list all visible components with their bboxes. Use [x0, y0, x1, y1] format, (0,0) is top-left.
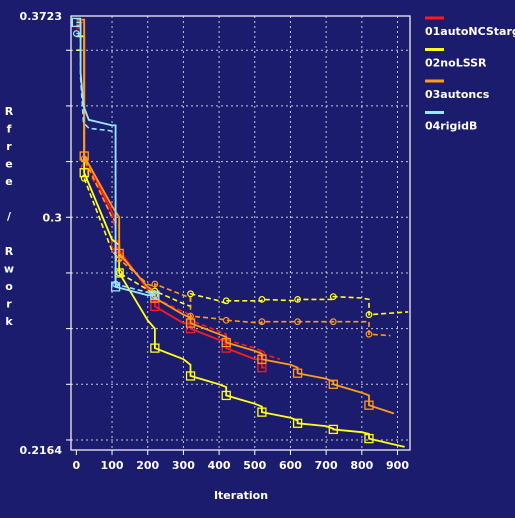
x-tick-label: 500 [243, 459, 266, 472]
legend-label: 01autoNCStarg [425, 25, 515, 38]
y-axis-label-char: e [5, 158, 12, 171]
x-tick-label: 700 [315, 459, 338, 472]
x-tick-label: 0 [73, 459, 81, 472]
rwork-marker [365, 311, 373, 319]
rfree-marker [328, 379, 338, 389]
y-axis-label-char: w [4, 263, 14, 276]
y-tick-label: 0.3723 [20, 10, 62, 23]
rwork-marker [222, 297, 230, 305]
series-lines [71, 17, 409, 448]
rwork-marker [151, 291, 159, 299]
rfree-marker [292, 418, 303, 428]
legend-label: 02noLSSR [425, 57, 487, 70]
rfree-marker [221, 390, 231, 401]
y-tick-label: 0.3 [43, 211, 63, 224]
rwork-marker [112, 280, 120, 288]
rwork-marker [258, 295, 266, 303]
rfree-marker [257, 407, 267, 417]
rwork-marker [187, 290, 194, 298]
rwork-marker [365, 330, 373, 338]
rfree-marker [79, 151, 89, 161]
y-tick-label: 0.2164 [20, 444, 63, 457]
rfree-marker [150, 290, 160, 300]
rfree-marker [110, 282, 121, 292]
x-tick-label: 400 [208, 459, 231, 472]
y-axis-label-char: R [5, 245, 14, 258]
x-axis-label: Iteration [214, 489, 268, 502]
rfree-marker [185, 318, 196, 328]
series-rfree-line [76, 35, 405, 448]
rfree-marker [185, 371, 196, 381]
legend-label: 04rigidB [425, 120, 477, 133]
x-tick-label: 800 [350, 459, 373, 472]
y-axis-label-char: r [6, 140, 12, 153]
x-tick-label: 900 [386, 459, 409, 472]
rfree-marker [79, 168, 89, 178]
legend: 01autoNCStarg 02noLSSR 03autoncs 04rigidB [425, 16, 515, 133]
series-rfree-line [76, 18, 395, 415]
rwork-marker [80, 174, 88, 182]
rwork-marker [294, 295, 301, 303]
rwork-marker [294, 318, 301, 326]
rwork-marker [151, 280, 159, 288]
x-tick-label: 300 [172, 459, 195, 472]
plot-frame [70, 15, 411, 451]
y-axis-label-char: / [7, 210, 12, 223]
axis-ticks: 0 100 200 300 400 500 600 700 800 900 0.3723 0.3 0.2… [20, 10, 410, 472]
rfree-marker [328, 424, 338, 435]
rwork-marker [329, 293, 337, 301]
y-axis-label-char: o [5, 280, 13, 293]
rwork-marker [72, 30, 80, 37]
grid-lines [71, 16, 410, 450]
rfree-marker [221, 343, 231, 353]
y-axis-label-char: e [5, 175, 12, 188]
rfree-marker [292, 368, 303, 378]
rfree-marker [364, 433, 374, 444]
legend-label: 03autoncs [425, 88, 490, 101]
rfree-marker [71, 17, 82, 28]
series-rwork-line [76, 27, 281, 360]
x-tick-label: 100 [101, 459, 124, 472]
y-axis-label-char: R [5, 105, 14, 118]
plot-border [70, 15, 411, 451]
rfree-marker [257, 354, 267, 364]
series-rfree-line [76, 21, 155, 297]
series-rwork-line [76, 49, 409, 316]
y-axis-label-char: k [5, 315, 13, 328]
rfree-marker [364, 400, 374, 410]
rwork-marker [329, 318, 337, 326]
series-rfree-line [76, 21, 265, 369]
x-tick-label: 200 [136, 459, 159, 472]
rfree-marker [185, 323, 196, 334]
rwork-marker [258, 318, 266, 326]
rwork-marker [80, 155, 88, 163]
y-axis-label-char: r [6, 298, 12, 311]
x-tick-label: 600 [279, 459, 302, 472]
rfree-marker [150, 343, 160, 353]
y-axis-label-char: f [7, 123, 12, 136]
rwork-marker [222, 316, 230, 324]
rfree-marker [221, 337, 231, 348]
